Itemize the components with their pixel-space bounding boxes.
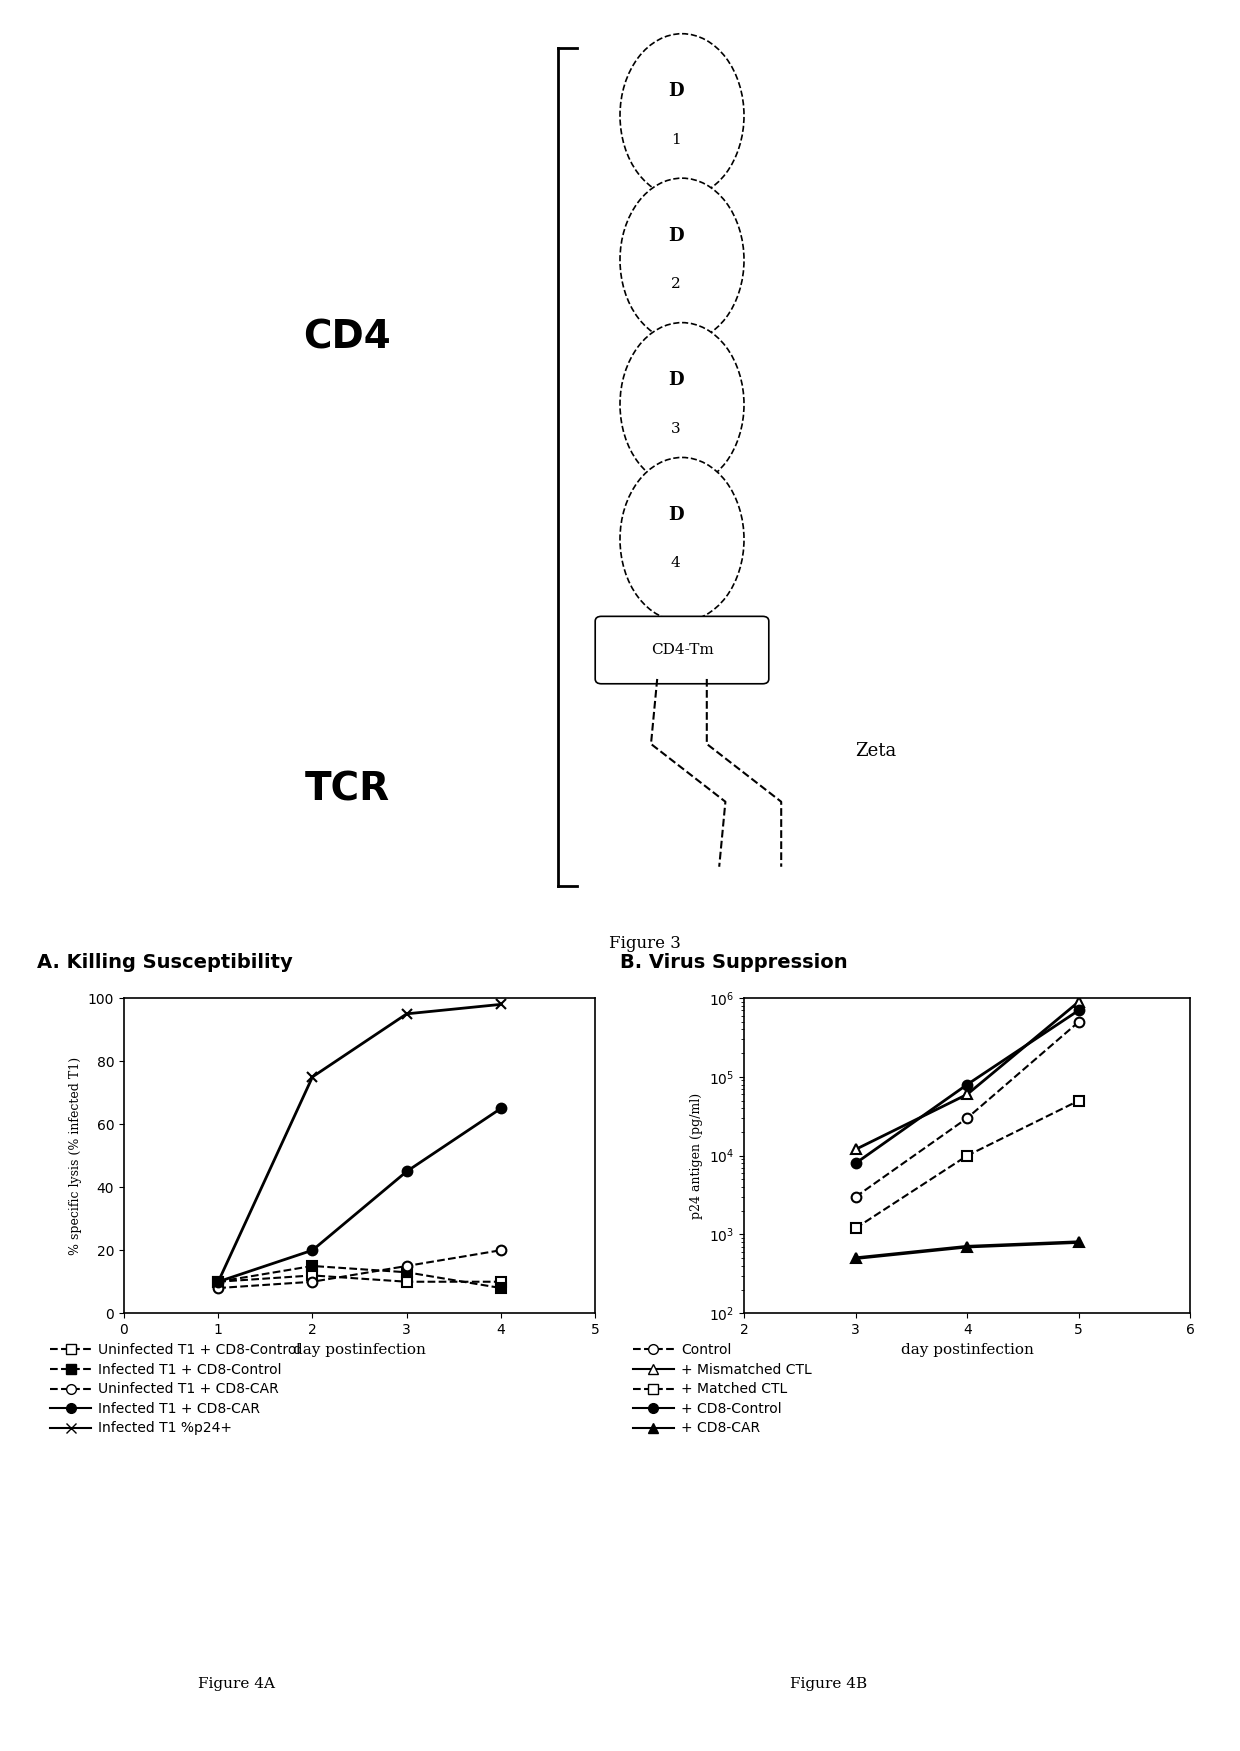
- Ellipse shape: [620, 457, 744, 622]
- Legend: Uninfected T1 + CD8-Control, Infected T1 + CD8-Control, Uninfected T1 + CD8-CAR,: Uninfected T1 + CD8-Control, Infected T1…: [45, 1338, 306, 1441]
- Text: TCR: TCR: [305, 770, 389, 809]
- Text: D: D: [668, 371, 683, 389]
- Legend: Control, + Mismatched CTL, + Matched CTL, + CD8-Control, + CD8-CAR: Control, + Mismatched CTL, + Matched CTL…: [627, 1338, 817, 1441]
- Text: CD4-Tm: CD4-Tm: [651, 643, 713, 657]
- Text: B. Virus Suppression: B. Virus Suppression: [620, 953, 848, 972]
- Text: Figure 4B: Figure 4B: [790, 1677, 867, 1691]
- X-axis label: day postinfection: day postinfection: [293, 1343, 427, 1357]
- Text: 4: 4: [671, 557, 681, 571]
- X-axis label: day postinfection: day postinfection: [900, 1343, 1034, 1357]
- Ellipse shape: [620, 322, 744, 487]
- Text: CD4: CD4: [304, 319, 391, 355]
- Y-axis label: p24 antigen (pg/ml): p24 antigen (pg/ml): [691, 1093, 703, 1219]
- Text: A. Killing Susceptibility: A. Killing Susceptibility: [37, 953, 293, 972]
- Text: Figure 4A: Figure 4A: [198, 1677, 275, 1691]
- Text: 1: 1: [671, 133, 681, 147]
- Y-axis label: % specific lysis (% infected T1): % specific lysis (% infected T1): [69, 1056, 82, 1255]
- Ellipse shape: [620, 33, 744, 198]
- Text: D: D: [668, 506, 683, 524]
- Text: Figure 3: Figure 3: [609, 935, 681, 953]
- Text: Zeta: Zeta: [856, 742, 897, 760]
- Ellipse shape: [620, 179, 744, 341]
- Text: D: D: [668, 82, 683, 100]
- Text: 2: 2: [671, 277, 681, 291]
- Text: 3: 3: [671, 422, 681, 436]
- FancyBboxPatch shape: [595, 616, 769, 683]
- Text: D: D: [668, 228, 683, 245]
